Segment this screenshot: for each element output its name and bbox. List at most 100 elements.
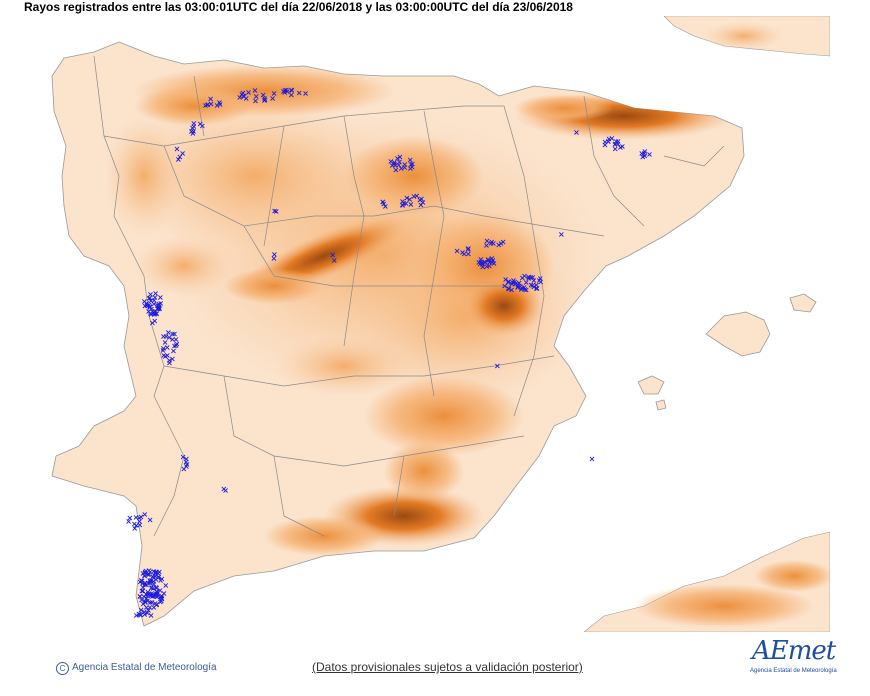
lightning-strike-icon: × (573, 128, 580, 137)
lightning-strike-icon: × (160, 346, 167, 355)
lightning-strike-icon: × (202, 101, 209, 110)
lightning-strike-icon: × (500, 238, 507, 247)
lightning-strike-icon: × (147, 577, 154, 586)
lightning-strike-icon: × (153, 601, 160, 610)
lightning-strike-icon: × (152, 309, 159, 318)
lightning-strike-icon: × (239, 90, 246, 99)
lightning-strike-icon: × (605, 137, 612, 146)
lightning-strike-icon: × (147, 591, 154, 600)
lightning-strike-icon: × (127, 514, 134, 523)
lightning-strike-icon: × (147, 302, 154, 311)
lightning-strike-icon: × (148, 611, 155, 620)
lightning-strike-icon: × (141, 510, 148, 519)
lightning-strike-icon: × (142, 597, 149, 606)
lightning-strike-icon: × (401, 199, 408, 208)
lightning-strike-icon: × (153, 310, 160, 319)
lightning-strike-icon: × (508, 280, 515, 289)
lightning-strike-icon: × (606, 134, 613, 143)
lightning-strike-icon: × (208, 100, 215, 109)
lightning-strike-icon: × (271, 89, 278, 98)
lightning-strike-icon: × (394, 154, 401, 163)
lightning-strike-icon: × (158, 597, 165, 606)
lightning-strike-icon: × (179, 149, 186, 158)
aemet-logo-subtitle: Agencia Estatal de Meteorología (750, 668, 837, 674)
lightning-strike-icon: × (154, 587, 161, 596)
lightning-strike-icon: × (156, 568, 163, 577)
lightning-strike-icon: × (146, 590, 153, 599)
lightning-strike-icon: × (392, 161, 399, 170)
lightning-strike-icon: × (151, 296, 158, 305)
lightning-strike-icon: × (519, 273, 526, 282)
balearic-islands (637, 293, 817, 411)
lightning-strike-icon: × (461, 249, 468, 258)
lightning-strike-icon: × (413, 192, 420, 201)
lightning-strike-icon: × (162, 338, 169, 347)
lightning-strike-icon: × (137, 592, 144, 601)
lightning-strike-icon: × (142, 580, 149, 589)
lightning-strike-icon: × (133, 521, 140, 530)
lightning-strike-icon: × (171, 330, 178, 339)
lightning-strike-icon: × (136, 610, 143, 619)
lightning-strike-icon: × (154, 305, 161, 314)
lightning-strike-icon: × (525, 273, 532, 282)
lightning-strike-icon: × (150, 567, 157, 576)
lightning-strike-icon: × (617, 143, 624, 152)
lightning-strike-icon: × (523, 278, 530, 287)
lightning-strike-icon: × (136, 517, 143, 526)
lightning-strike-icon: × (153, 568, 160, 577)
lightning-strike-icon: × (138, 513, 145, 522)
lightning-strike-icon: × (612, 139, 619, 148)
lightning-strike-icon: × (486, 262, 493, 271)
lightning-strike-icon: × (530, 283, 537, 292)
lightning-strike-icon: × (190, 127, 197, 136)
lightning-strike-icon: × (183, 455, 190, 464)
lightning-strike-icon: × (465, 244, 472, 253)
lightning-strike-icon: × (136, 610, 143, 619)
lightning-strike-icon: × (147, 598, 154, 607)
disclaimer-link[interactable]: (Datos provisionales sujetos a validació… (312, 660, 583, 674)
lightning-strike-icon: × (190, 122, 197, 131)
lightning-strike-icon: × (169, 335, 176, 344)
lightning-strike-icon: × (505, 277, 512, 286)
lightning-strike-icon: × (139, 576, 146, 585)
lightning-strike-icon: × (144, 608, 151, 617)
lightning-strike-icon: × (409, 159, 416, 168)
lightning-strike-icon: × (252, 86, 259, 95)
lightning-strike-icon: × (498, 239, 505, 248)
lightning-strike-icon: × (204, 101, 211, 110)
north-africa (583, 531, 830, 632)
lightning-strike-icon: × (162, 352, 169, 361)
lightning-strike-icon: × (183, 458, 190, 467)
lightning-strike-icon: × (511, 277, 518, 286)
lightning-strike-icon: × (183, 462, 190, 471)
lightning-strike-icon: × (150, 308, 157, 317)
lightning-strike-icon: × (615, 139, 622, 148)
lightning-strike-icon: × (148, 583, 155, 592)
lightning-strike-icon: × (140, 569, 147, 578)
lightning-strike-icon: × (240, 89, 247, 98)
lightning-strike-icon: × (151, 300, 158, 309)
lightning-strike-icon: × (138, 606, 145, 615)
lightning-strike-icon: × (142, 598, 149, 607)
lightning-strike-icon: × (494, 361, 501, 370)
lightning-strike-icon: × (612, 140, 619, 149)
lightning-strike-icon: × (159, 575, 166, 584)
lightning-strike-icon: × (608, 134, 615, 143)
lightning-strike-icon: × (157, 586, 164, 595)
lightning-strike-icon: × (176, 153, 183, 162)
lightning-strike-icon: × (262, 95, 269, 104)
lightning-strike-icon: × (221, 485, 228, 494)
lightning-strike-icon: × (638, 149, 645, 158)
lightning-strikes: × ×× ×××××××× ×××××××××× ×××× ××× ×× ××××××××××… (125, 86, 653, 620)
lightning-strike-icon: × (509, 278, 516, 287)
lightning-strike-icon: × (217, 100, 224, 109)
lightning-strike-icon: × (150, 584, 157, 593)
aemet-wordmark: AEmet (752, 636, 836, 666)
lightning-strike-icon: × (501, 281, 508, 290)
lightning-strike-icon: × (142, 302, 149, 311)
lightning-strike-icon: × (156, 304, 163, 313)
lightning-strike-icon: × (143, 299, 150, 308)
lightning-strike-icon: × (159, 594, 166, 603)
lightning-strike-icon: × (284, 87, 291, 96)
lightning-strike-icon: × (138, 610, 145, 619)
